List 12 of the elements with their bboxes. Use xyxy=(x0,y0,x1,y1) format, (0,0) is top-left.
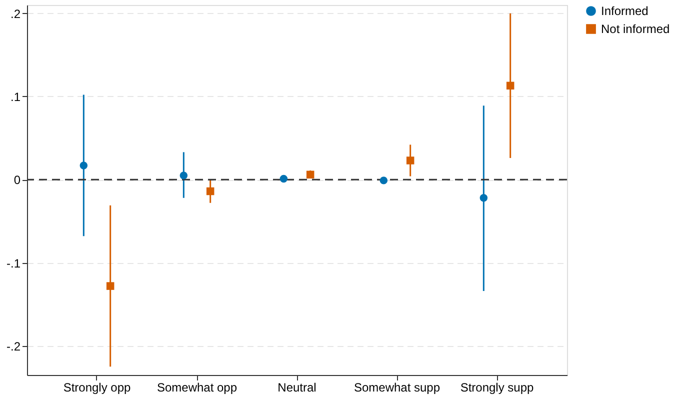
x-tick-label: Strongly supp xyxy=(460,380,534,394)
y-tick-label: -.1 xyxy=(6,256,21,270)
x-tick-label: Somewhat supp xyxy=(354,380,440,394)
x-tick-label: Neutral xyxy=(278,380,316,394)
y-tick-label: 0 xyxy=(14,173,21,188)
x-tick-label: Strongly opp xyxy=(63,380,132,394)
x-tick-label: Somewhat opp xyxy=(156,380,238,394)
legend-label: Not informed xyxy=(601,22,670,36)
y-tick-label: .1 xyxy=(10,90,21,104)
y-tick-label: -.2 xyxy=(6,339,21,354)
y-tick-label: .2 xyxy=(10,6,21,21)
legend-label: Informed xyxy=(601,4,648,18)
